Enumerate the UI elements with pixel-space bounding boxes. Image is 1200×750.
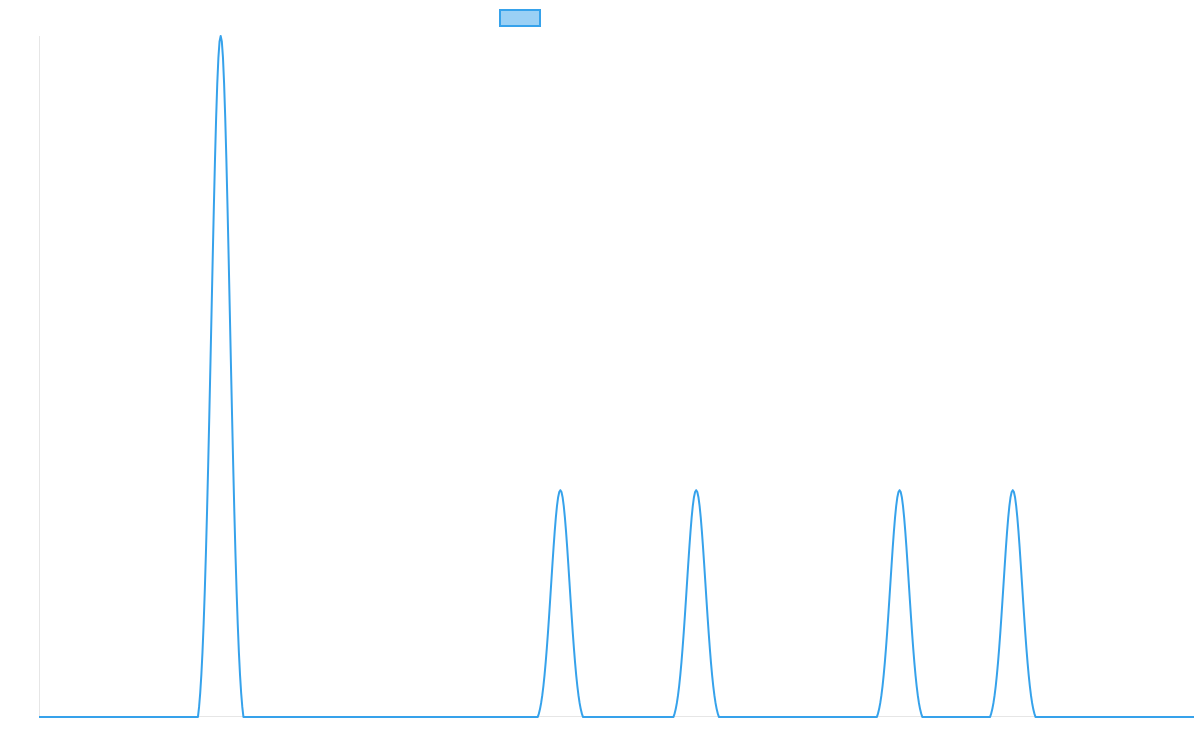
series-layer (39, 35, 1194, 718)
series-line-0 (39, 35, 1194, 718)
legend-swatch[interactable] (499, 9, 541, 27)
legend[interactable] (499, 9, 541, 27)
